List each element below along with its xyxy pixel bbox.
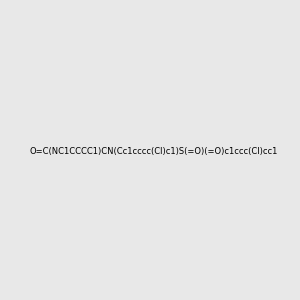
Text: O=C(NC1CCCC1)CN(Cc1cccc(Cl)c1)S(=O)(=O)c1ccc(Cl)cc1: O=C(NC1CCCC1)CN(Cc1cccc(Cl)c1)S(=O)(=O)c… xyxy=(30,147,278,156)
